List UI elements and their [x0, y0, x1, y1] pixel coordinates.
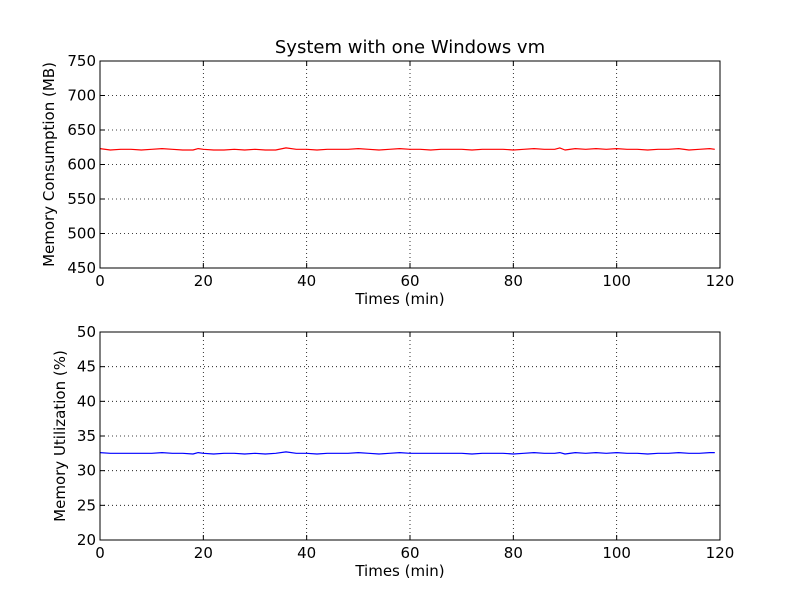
x-tick-label: 0 [95, 544, 105, 562]
x-tick-label: 60 [400, 272, 419, 290]
x-tick-label: 20 [194, 272, 213, 290]
x-axis-label: Times (min) [354, 290, 444, 308]
x-tick-label: 40 [297, 544, 316, 562]
x-axis-label: Times (min) [354, 562, 444, 580]
x-tick-label: 120 [706, 544, 735, 562]
y-axis-label: Memory Consumption (MB) [40, 62, 58, 267]
y-tick-label: 450 [67, 259, 96, 277]
data-series-line [99, 451, 715, 455]
axes-frame [99, 331, 721, 541]
data-series-line [99, 147, 715, 151]
x-tick-label: 80 [504, 272, 523, 290]
y-tick-label: 650 [67, 121, 96, 139]
y-axis-label: Memory Utilization (%) [51, 350, 69, 522]
y-tick-label: 500 [67, 225, 96, 243]
chart-memory-consumption: 0 20 40 60 80 100 120 450 500 550 600 650 700 750 Time… [40, 52, 734, 308]
y-tick-label: 600 [67, 156, 96, 174]
y-tick-label: 45 [77, 358, 96, 376]
y-tick-label: 35 [77, 427, 96, 445]
y-tick-label: 700 [67, 87, 96, 105]
x-tick-label: 100 [602, 272, 631, 290]
x-tick-label: 20 [194, 544, 213, 562]
axes-frame [99, 60, 721, 269]
x-tick-label: 40 [297, 272, 316, 290]
y-tick-label: 40 [77, 392, 96, 410]
y-tick-label: 550 [67, 190, 96, 208]
y-tick-label: 50 [77, 323, 96, 341]
x-tick-label: 60 [400, 544, 419, 562]
y-tick-label: 20 [77, 531, 96, 549]
x-tick-label: 100 [602, 544, 631, 562]
x-tick-label: 120 [706, 272, 735, 290]
y-tick-label: 750 [67, 52, 96, 70]
x-tick-label: 80 [504, 544, 523, 562]
y-tick-label: 25 [77, 496, 96, 514]
figure-title: System with one Windows vm [275, 37, 545, 58]
x-tick-label: 0 [95, 272, 105, 290]
y-tick-label: 30 [77, 462, 96, 480]
